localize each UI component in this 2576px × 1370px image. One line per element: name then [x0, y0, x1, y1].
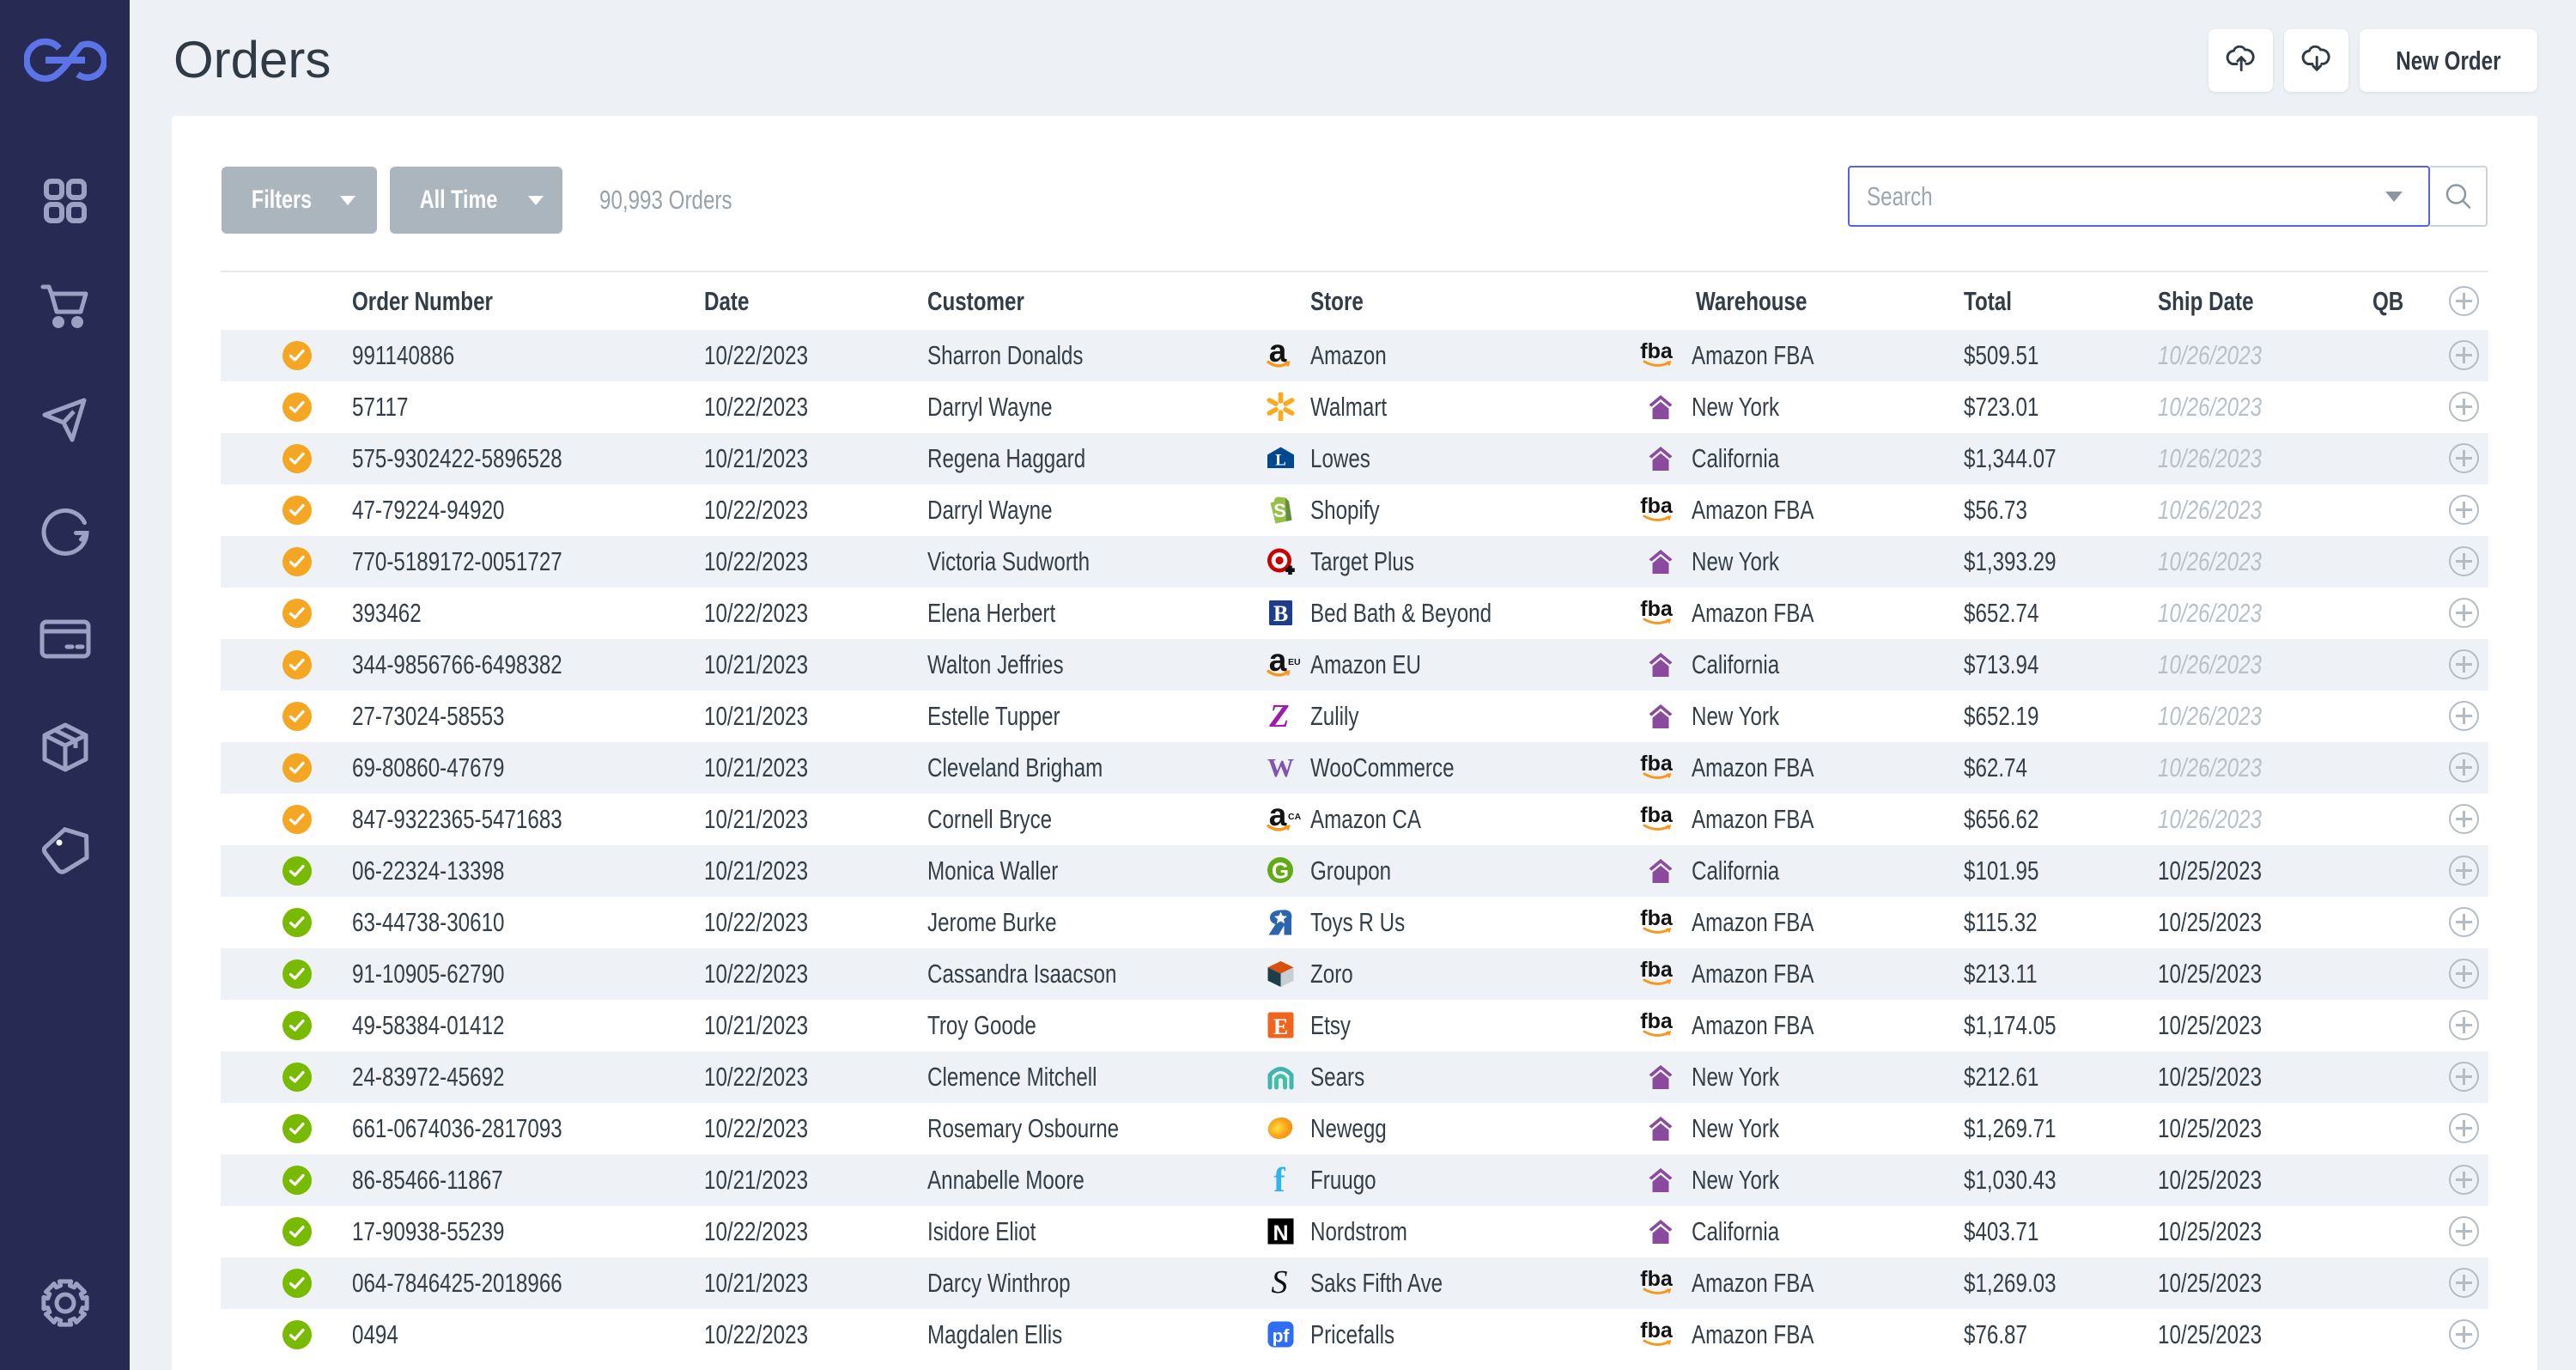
svg-text:fba: fba [1640, 339, 1674, 363]
svg-text:E: E [1273, 1014, 1288, 1039]
svg-text:CA: CA [1288, 812, 1302, 822]
svg-text:Z: Z [1268, 702, 1289, 730]
svg-text:fba: fba [1640, 958, 1674, 982]
svg-text:W: W [1267, 753, 1294, 782]
svg-text:fba: fba [1640, 803, 1674, 827]
svg-text:B: B [1273, 601, 1288, 626]
svg-text:a: a [1269, 650, 1287, 678]
svg-text:a: a [1269, 805, 1287, 832]
svg-text:L: L [1275, 452, 1286, 470]
svg-text:f: f [1273, 1166, 1285, 1194]
svg-text:S: S [1273, 500, 1286, 521]
svg-text:N: N [1273, 1221, 1288, 1245]
svg-text:a: a [1269, 341, 1287, 368]
svg-text:EU: EU [1288, 657, 1301, 667]
svg-text:G: G [1272, 858, 1289, 884]
svg-text:fba: fba [1640, 1009, 1674, 1033]
svg-text:S: S [1272, 1269, 1288, 1297]
svg-text:fba: fba [1640, 752, 1674, 776]
svg-text:pf: pf [1273, 1327, 1291, 1347]
svg-text:fba: fba [1640, 1318, 1674, 1343]
svg-text:fba: fba [1640, 494, 1674, 518]
svg-text:fba: fba [1640, 597, 1674, 621]
svg-text:fba: fba [1640, 906, 1674, 930]
svg-text:fba: fba [1640, 1267, 1674, 1291]
